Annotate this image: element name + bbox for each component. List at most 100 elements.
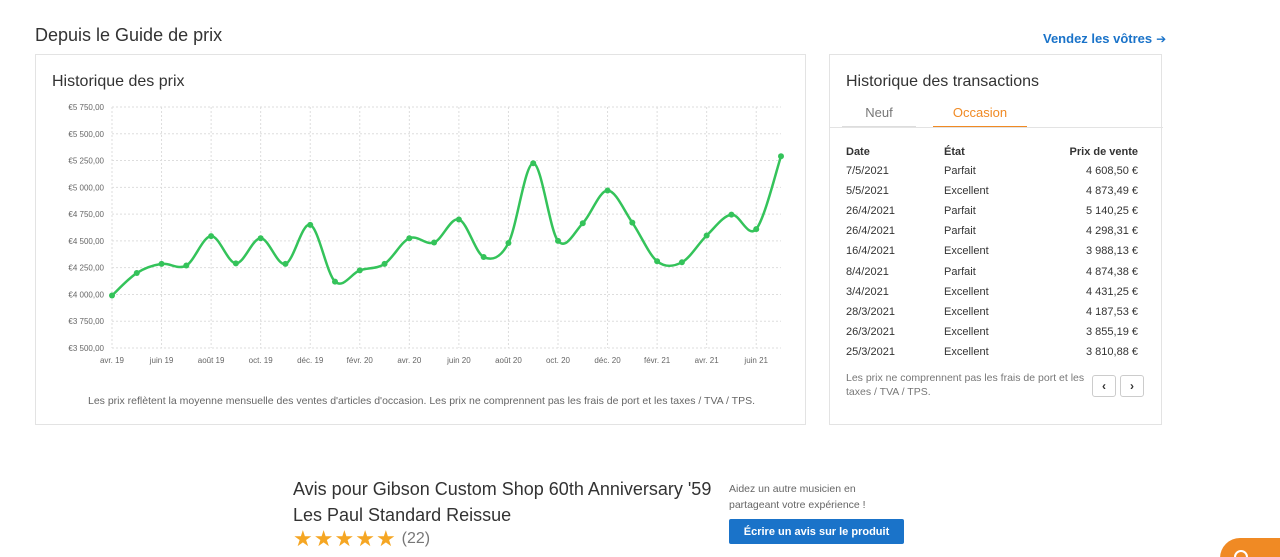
cell-date: 28/3/2021 bbox=[846, 305, 895, 318]
data-point bbox=[703, 232, 710, 239]
star-icon: ★ bbox=[355, 526, 375, 551]
review-help-text: Aidez un autre musicien en partageant vo… bbox=[729, 483, 866, 511]
cell-date: 5/5/2021 bbox=[846, 185, 889, 198]
sell-yours-label: Vendez les vôtres bbox=[1043, 31, 1153, 46]
cell-date: 26/4/2021 bbox=[846, 205, 895, 218]
table-row: 26/4/2021 Parfait 4 298,31 € bbox=[846, 221, 1138, 241]
y-tick-label: €3 500,00 bbox=[68, 344, 104, 353]
data-point bbox=[629, 219, 636, 226]
transactions-table: Date État Prix de vente 7/5/2021 Parfait 4… bbox=[846, 143, 1138, 362]
data-point bbox=[232, 260, 239, 267]
cell-state: Excellent bbox=[944, 185, 989, 198]
data-point bbox=[183, 262, 190, 269]
cell-price: 5 140,25 € bbox=[1086, 205, 1138, 218]
data-point bbox=[381, 260, 388, 267]
cell-date: 26/4/2021 bbox=[846, 225, 895, 238]
previous-page-button[interactable]: ‹ bbox=[1092, 375, 1116, 397]
data-point bbox=[728, 211, 735, 218]
cell-price: 4 874,38 € bbox=[1086, 265, 1138, 278]
x-tick-label: juin 19 bbox=[149, 356, 174, 365]
cell-price: 4 187,53 € bbox=[1086, 305, 1138, 318]
arrow-right-icon: ➔ bbox=[1156, 31, 1167, 46]
star-icon: ★ bbox=[375, 526, 396, 551]
x-tick-label: févr. 21 bbox=[644, 356, 671, 365]
price-history-title: Historique des prix bbox=[52, 73, 185, 90]
x-tick-label: déc. 19 bbox=[297, 356, 324, 365]
data-point bbox=[282, 260, 289, 267]
cell-date: 8/4/2021 bbox=[846, 265, 889, 278]
cell-price: 4 431,25 € bbox=[1086, 285, 1138, 298]
column-header-date: Date bbox=[846, 146, 870, 158]
data-point bbox=[307, 221, 314, 228]
x-tick-label: août 19 bbox=[198, 356, 225, 365]
cell-date: 26/3/2021 bbox=[846, 325, 895, 338]
data-point bbox=[654, 258, 661, 265]
chat-icon bbox=[1234, 550, 1248, 557]
y-tick-label: €5 750,00 bbox=[68, 103, 104, 112]
star-icon: ★ bbox=[334, 526, 355, 551]
cell-state: Excellent bbox=[944, 345, 989, 358]
cell-date: 16/4/2021 bbox=[846, 245, 895, 258]
data-point bbox=[109, 292, 115, 299]
column-header-state: État bbox=[944, 146, 965, 158]
y-tick-label: €5 250,00 bbox=[68, 157, 104, 166]
cell-price: 3 855,19 € bbox=[1086, 325, 1138, 338]
chevron-right-icon: › bbox=[1130, 379, 1134, 393]
data-point bbox=[505, 240, 512, 247]
x-tick-label: déc. 20 bbox=[594, 356, 621, 365]
chat-widget-button[interactable] bbox=[1220, 538, 1280, 557]
column-header-price: Prix de vente bbox=[1069, 146, 1138, 158]
cell-date: 25/3/2021 bbox=[846, 345, 895, 358]
table-row: 28/3/2021 Excellent 4 187,53 € bbox=[846, 302, 1138, 322]
write-review-button[interactable]: Écrire un avis sur le produit bbox=[729, 519, 904, 544]
next-page-button[interactable]: › bbox=[1120, 375, 1144, 397]
tabs-divider bbox=[830, 127, 1163, 128]
data-point bbox=[678, 259, 685, 266]
data-point bbox=[158, 260, 165, 267]
price-line bbox=[111, 155, 783, 297]
data-point bbox=[332, 278, 338, 285]
sell-yours-link[interactable]: Vendez les vôtres ➔ bbox=[1043, 31, 1166, 46]
x-tick-label: avr. 21 bbox=[695, 356, 720, 365]
y-tick-label: €5 000,00 bbox=[68, 183, 104, 192]
y-tick-label: €4 250,00 bbox=[68, 264, 104, 273]
x-tick-label: juin 20 bbox=[446, 356, 471, 365]
star-icon: ★ bbox=[313, 526, 334, 551]
table-header-row: Date État Prix de vente bbox=[846, 143, 1138, 161]
tab-new[interactable]: Neuf bbox=[842, 103, 916, 128]
table-row: 5/5/2021 Excellent 4 873,49 € bbox=[846, 181, 1138, 201]
price-history-chart: €5 750,00 €5 500,00 €5 250,00 €5 000,00 €4 7… bbox=[68, 103, 784, 365]
cell-state: Excellent bbox=[944, 325, 989, 338]
x-tick-label: févr. 20 bbox=[347, 356, 374, 365]
transactions-card: Historique des transactions Neuf Occasio… bbox=[829, 54, 1163, 425]
table-row: 3/4/2021 Excellent 4 431,25 € bbox=[846, 282, 1138, 302]
star-icon: ★ bbox=[293, 526, 313, 551]
cell-price: 3 988,13 € bbox=[1086, 245, 1138, 258]
y-tick-label: €3 750,00 bbox=[68, 317, 104, 326]
y-tick-label: €5 500,00 bbox=[68, 130, 104, 139]
data-point bbox=[579, 220, 586, 227]
tab-used[interactable]: Occasion bbox=[933, 103, 1027, 128]
cell-state: Excellent bbox=[944, 245, 989, 258]
section-title: Depuis le Guide de prix bbox=[35, 25, 223, 45]
transactions-title: Historique des transactions bbox=[846, 73, 1039, 90]
reviews-title: Avis pour Gibson Custom Shop 60th Annive… bbox=[293, 479, 712, 525]
data-point bbox=[431, 239, 438, 246]
data-point bbox=[208, 233, 215, 240]
x-tick-label: oct. 20 bbox=[546, 356, 571, 365]
x-tick-label: oct. 19 bbox=[249, 356, 274, 365]
cell-price: 4 873,49 € bbox=[1086, 185, 1138, 198]
data-point bbox=[455, 216, 462, 223]
table-row: 26/4/2021 Parfait 5 140,25 € bbox=[846, 201, 1138, 221]
cell-price: 4 608,50 € bbox=[1086, 165, 1138, 178]
data-point bbox=[530, 160, 537, 167]
transactions-note: Les prix ne comprennent pas les frais de… bbox=[846, 372, 1085, 398]
review-count[interactable]: (22) bbox=[401, 530, 431, 547]
y-tick-label: €4 500,00 bbox=[68, 237, 104, 246]
data-point bbox=[604, 187, 611, 194]
chevron-left-icon: ‹ bbox=[1102, 379, 1106, 393]
rating-stars: ★ ★ ★ ★ ★ (22) bbox=[293, 528, 430, 550]
data-point bbox=[555, 237, 561, 244]
condition-tabs: Neuf Occasion bbox=[842, 103, 1152, 129]
table-row: 26/3/2021 Excellent 3 855,19 € bbox=[846, 322, 1138, 342]
